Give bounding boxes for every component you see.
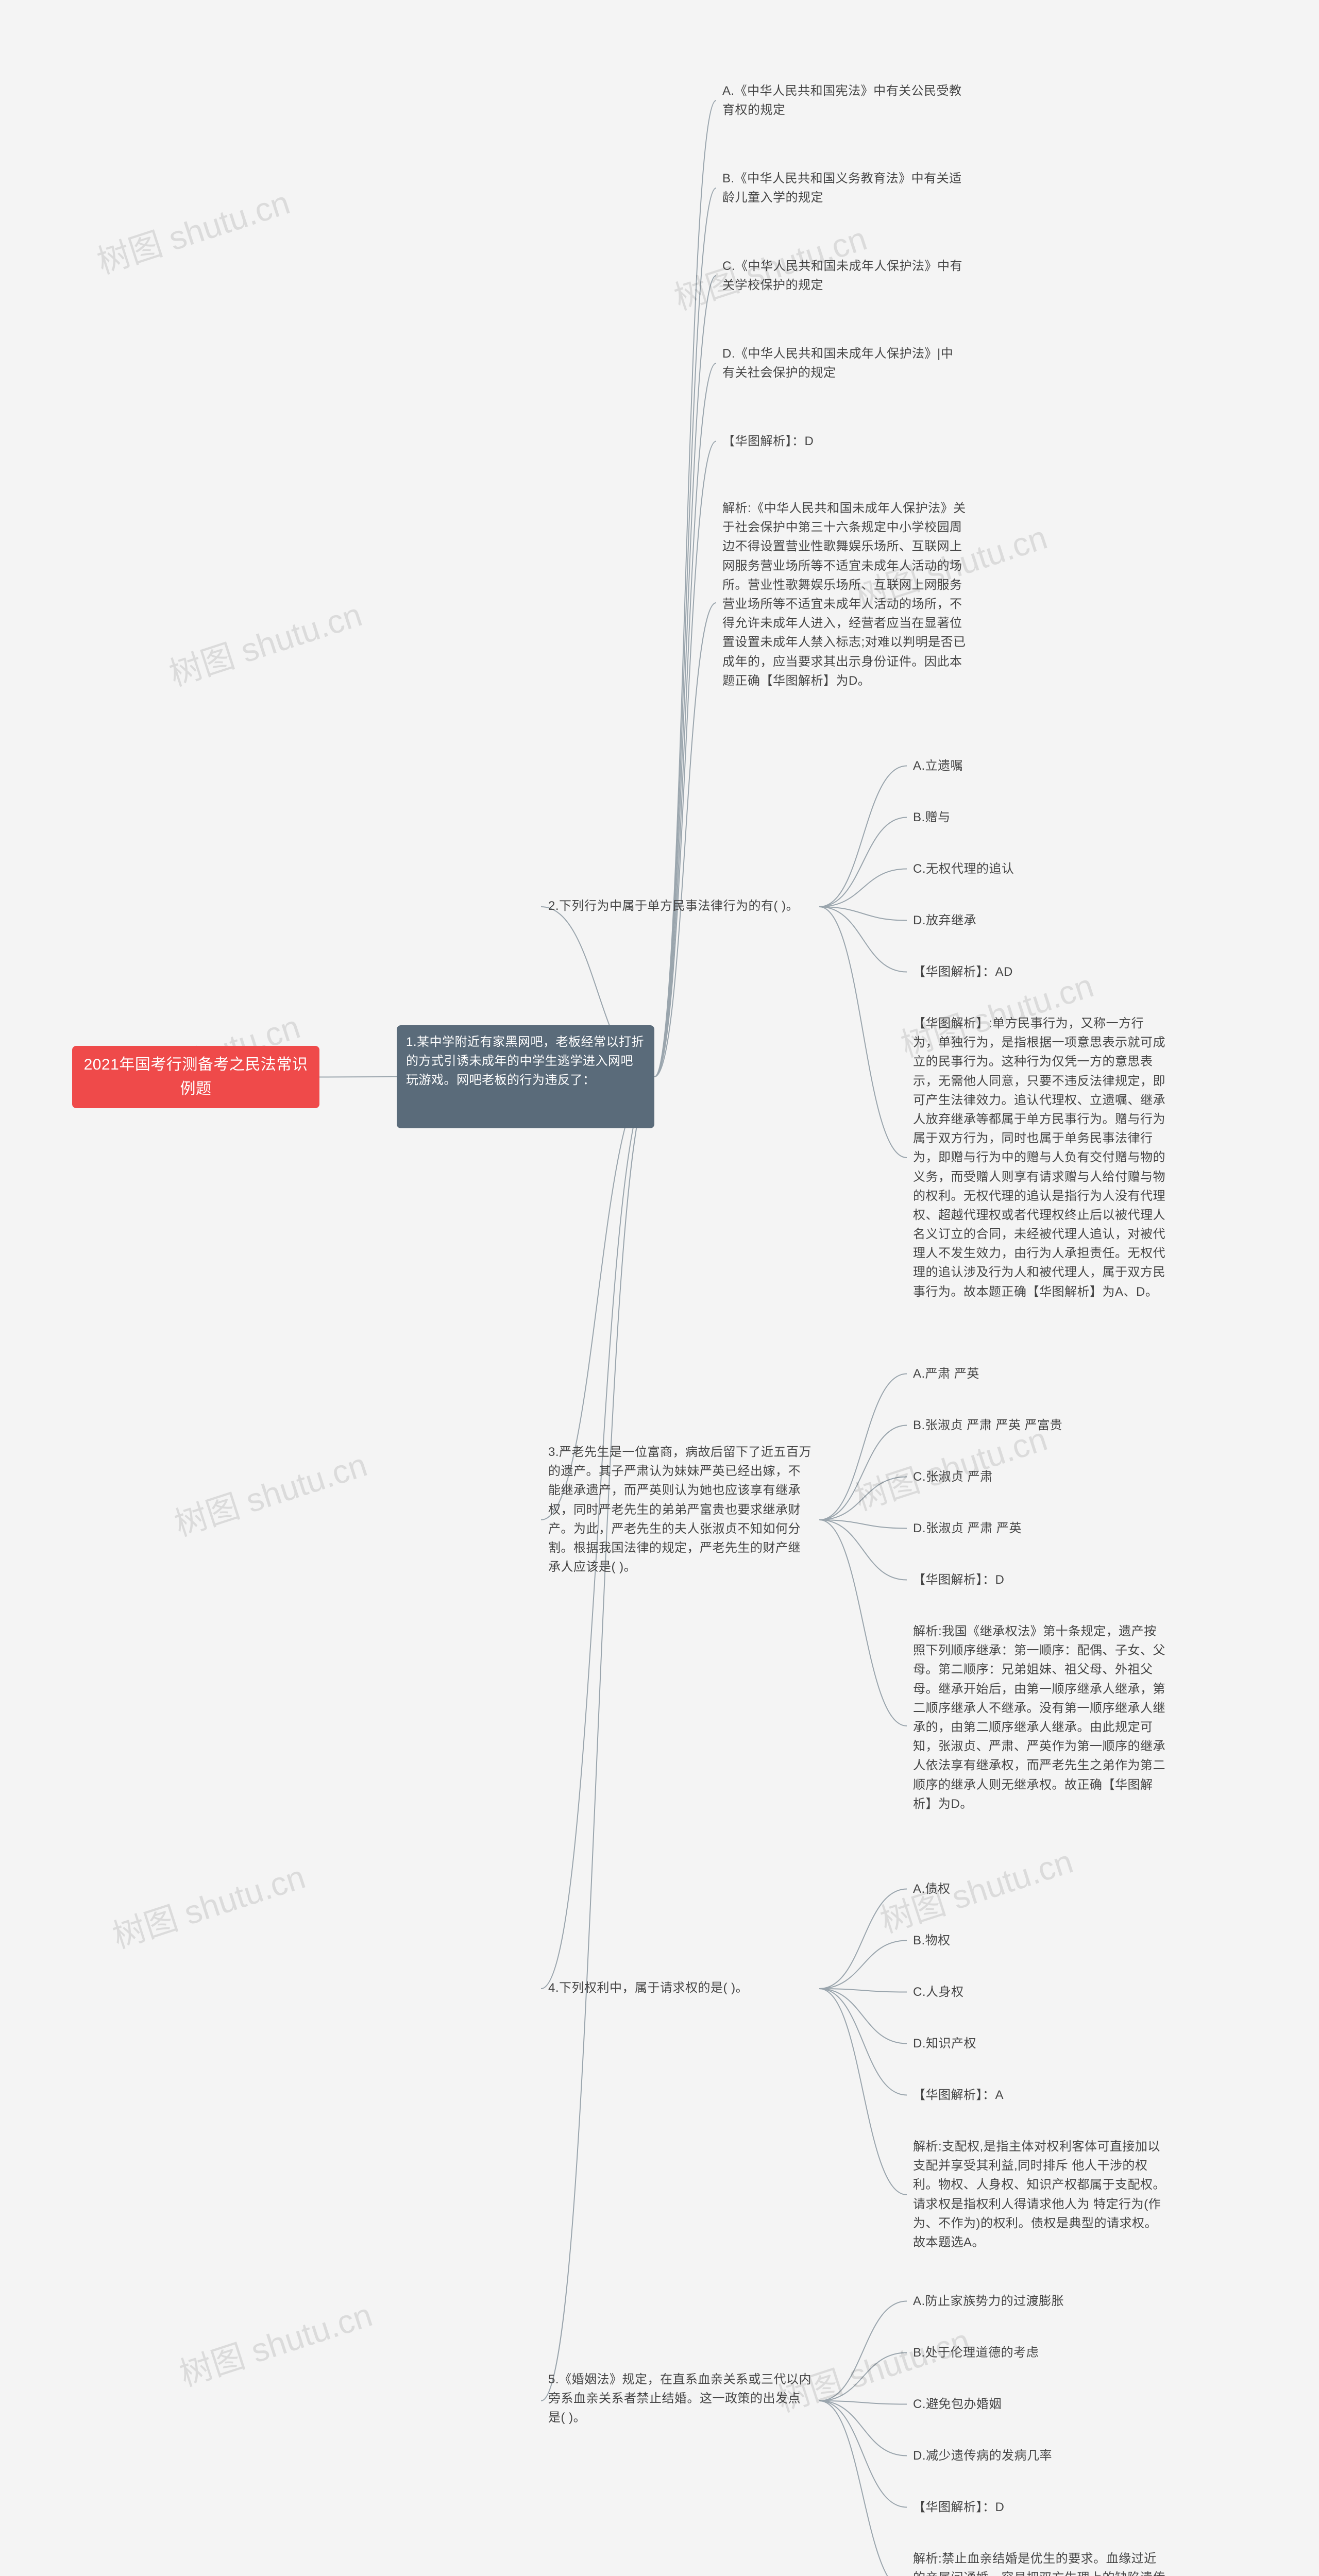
mindmap-node-q1_b: B.《中华人民共和国义务教育法》中有关适龄儿童入学的规定	[716, 165, 969, 211]
mindmap-node-q5_ans: 【华图解析】：D	[907, 2494, 1134, 2521]
connector	[819, 907, 907, 972]
mindmap-node-q2_ans: 【华图解析】：AD	[907, 958, 1072, 986]
mindmap-node-root: 2021年国考行测备考之民法常识例题	[72, 1046, 319, 1108]
mindmap-node-q2: 2.下列行为中属于单方民事法律行为的有( )。	[541, 891, 819, 922]
mindmap-node-q5_a: A.防止家族势力的过渡膨胀	[907, 2287, 1134, 2315]
connector	[819, 907, 907, 1158]
mindmap-node-q1_ans: 【华图解析】：D	[716, 428, 969, 455]
connector	[819, 1989, 907, 2044]
connector	[819, 766, 907, 907]
connector	[654, 276, 716, 1077]
mindmap-node-q2_c: C.无权代理的追认	[907, 855, 1072, 883]
mindmap-node-q4_c: C.人身权	[907, 1978, 1072, 2006]
watermark: 树图 shutu.cn	[106, 1851, 310, 1957]
connector	[819, 2301, 907, 2401]
mindmap-node-q2_exp: 【华图解析】:单方民事行为，又称一方行为，单独行为，是指根据一项意思表示就可成立…	[907, 1010, 1175, 1306]
connector	[819, 1426, 907, 1520]
connector	[819, 1477, 907, 1520]
connector	[654, 442, 716, 1077]
connector	[819, 2401, 907, 2456]
mindmap-node-q1_exp: 解析:《中华人民共和国未成年人保护法》关于社会保护中第三十六条规定中小学校园周边…	[716, 495, 974, 711]
watermark: 树图 shutu.cn	[173, 2289, 377, 2395]
mindmap-node-q3: 3.严老先生是一位富商，病故后留下了近五百万的遗产。其子严肃认为妹妹严英已经出嫁…	[541, 1437, 819, 1602]
mindmap-node-q4: 4.下列权利中，属于请求权的是( )。	[541, 1973, 819, 2004]
mindmap-node-q4_b: B.物权	[907, 1927, 1072, 1954]
mindmap-node-q2_a: A.立遗嘱	[907, 752, 1072, 779]
mindmap-canvas: 树图 shutu.cn 树图 shutu.cn 树图 shutu.cn 树图 shut…	[0, 0, 1319, 2576]
connector	[654, 603, 716, 1077]
mindmap-node-q5_b: B.处于伦理道德的考虑	[907, 2339, 1134, 2366]
mindmap-node-q5_d: D.减少遗传病的发病几率	[907, 2442, 1134, 2469]
connector	[819, 1520, 907, 1580]
connector	[819, 869, 907, 907]
mindmap-node-q4_a: A.债权	[907, 1875, 1072, 1903]
watermark: 树图 shutu.cn	[162, 588, 367, 695]
connector	[819, 2401, 907, 2507]
mindmap-node-q1_c: C.《中华人民共和国未成年人保护法》中有关学校保护的规定	[716, 252, 969, 299]
mindmap-node-q3_b: B.张淑贞 严肃 严英 严富贵	[907, 1412, 1134, 1439]
connector	[819, 1520, 907, 1529]
connector	[819, 1941, 907, 1989]
connector	[819, 2401, 907, 2576]
mindmap-node-q3_d: D.张淑贞 严肃 严英	[907, 1515, 1134, 1542]
connector	[819, 2353, 907, 2401]
mindmap-node-q4_d: D.知识产权	[907, 2030, 1072, 2057]
connector	[819, 818, 907, 907]
connector	[819, 1989, 907, 2195]
mindmap-node-q1_d: D.《中华人民共和国未成年人保护法》|中有关社会保护的规定	[716, 340, 969, 386]
connector	[819, 2401, 907, 2404]
mindmap-node-q3_ans: 【华图解析】：D	[907, 1566, 1134, 1594]
connector	[654, 188, 716, 1077]
connector	[819, 1374, 907, 1520]
mindmap-node-q2_b: B.赠与	[907, 804, 1072, 831]
mindmap-node-q3_exp: 解析:我国《继承权法》第十条规定，遗产按照下列顺序继承：第一顺序：配偶、子女、父…	[907, 1618, 1175, 1834]
mindmap-node-q4_ans: 【华图解析】：A	[907, 2081, 1072, 2109]
connector	[541, 1077, 654, 2401]
mindmap-node-q4_exp: 解析:支配权,是指主体对权利客体可直接加以支配并享受其利益,同时排斥 他人干涉的…	[907, 2133, 1175, 2257]
mindmap-node-q1: 1.某中学附近有家黑网吧，老板经常以打折的方式引诱未成年的中学生逃学进入网吧玩游…	[397, 1025, 654, 1128]
connector	[654, 100, 716, 1077]
mindmap-node-q2_d: D.放弃继承	[907, 907, 1072, 934]
mindmap-node-q3_c: C.张淑贞 严肃	[907, 1463, 1134, 1490]
connector	[819, 1889, 907, 1989]
connector	[819, 1520, 907, 1726]
mindmap-node-q5_c: C.避免包办婚姻	[907, 2391, 1134, 2418]
mindmap-node-q3_a: A.严肃 严英	[907, 1360, 1134, 1387]
mindmap-node-q5: 5.《婚姻法》规定，在直系血亲关系或三代以内旁系血亲关系者禁止结婚。这一政策的出…	[541, 2365, 819, 2437]
connector	[819, 1989, 907, 2095]
mindmap-node-q5_exp: 解析:禁止血亲结婚是优生的要求。血缘过近的亲属间通婚，容易把双方生理上的缺陷遗传…	[907, 2545, 1175, 2576]
watermark: 树图 shutu.cn	[90, 176, 295, 283]
connector	[654, 363, 716, 1077]
connector	[819, 1989, 907, 1992]
connector	[819, 907, 907, 921]
watermark: 树图 shutu.cn	[167, 1438, 372, 1545]
mindmap-node-q1_a: A.《中华人民共和国宪法》中有关公民受教育权的规定	[716, 77, 969, 124]
